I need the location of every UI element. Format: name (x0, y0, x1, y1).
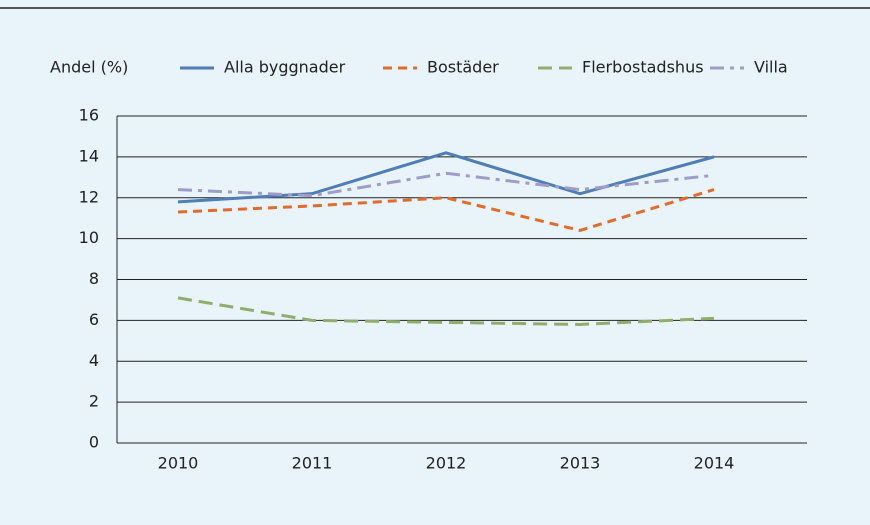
x-tick-label: 2013 (560, 454, 601, 473)
series-line (177, 188, 715, 233)
legend-label: Alla byggnader (224, 58, 346, 77)
series-line (177, 171, 715, 198)
x-tick-label: 2012 (426, 454, 467, 473)
legend-label: Villa (754, 58, 788, 77)
y-tick-label: 16 (79, 106, 99, 125)
y-tick-label: 6 (89, 310, 99, 329)
x-tick-label: 2014 (694, 454, 735, 473)
y-tick-label: 12 (79, 187, 99, 206)
legend-label: Flerbostadshus (582, 58, 704, 77)
y-axis-label: Andel (%) (50, 58, 128, 77)
y-tick-label: 14 (79, 146, 99, 165)
x-tick-label: 2010 (158, 454, 199, 473)
y-tick-label: 2 (89, 392, 99, 411)
x-tick-label: 2011 (292, 454, 333, 473)
legend-label: Bostäder (427, 58, 499, 77)
y-tick-label: 10 (79, 228, 99, 247)
series-line (177, 151, 715, 204)
y-tick-label: 4 (89, 351, 99, 370)
y-tick-label: 0 (89, 433, 99, 452)
y-tick-label: 8 (89, 269, 99, 288)
series-line (177, 296, 715, 326)
